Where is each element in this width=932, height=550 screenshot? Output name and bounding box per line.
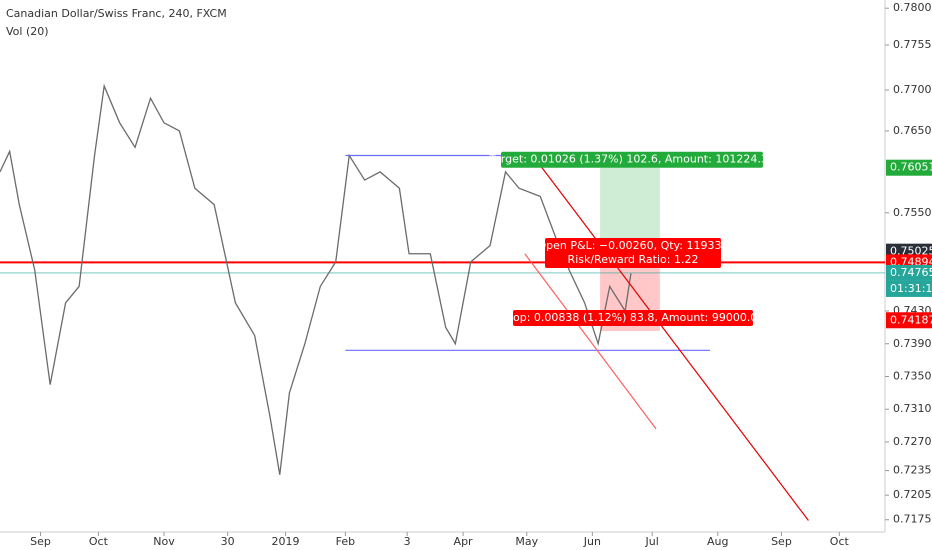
x-tick-label: Aug [707, 535, 728, 548]
chart-title: Canadian Dollar/Swiss Franc, 240, FXCM [6, 7, 227, 20]
x-tick-label: Sep [771, 535, 792, 548]
indicator-title: Vol (20) [6, 25, 49, 38]
x-tick-label: Nov [153, 535, 175, 548]
x-tick-label: May [515, 535, 538, 548]
x-tick-label: Apr [454, 535, 474, 548]
price-tag-label: 0.74765 [890, 266, 932, 279]
x-tick-label: Oct [89, 535, 109, 548]
label-box [513, 309, 753, 326]
x-tick-label: Oct [830, 535, 850, 548]
x-tick-label: Feb [336, 535, 355, 548]
trend-line [539, 164, 809, 521]
position-label: Open P&L: −0.00260, Qty: 119331 [538, 239, 729, 252]
price-tag-label: 0.76051 [890, 161, 932, 174]
price-line [0, 83, 632, 475]
x-tick-label: Jun [583, 535, 601, 548]
price-tag-label: 0.74187 [890, 313, 932, 326]
price-tag [886, 159, 932, 176]
x-tick-label: Jul [645, 535, 659, 548]
x-tick-label: 2019 [272, 535, 300, 548]
position-label: Stop: 0.00838 (1.12%) 83.8, Amount: 9900… [502, 311, 765, 324]
countdown-label: 01:31:11 [890, 282, 932, 295]
trend-line [524, 253, 657, 430]
y-tick-label: 0.71750 [893, 513, 932, 526]
price-tag [886, 264, 932, 281]
countdown-tag [886, 280, 932, 297]
price-tag [886, 312, 932, 329]
label-box [501, 151, 763, 168]
x-tick-label: 3 [404, 535, 411, 548]
label-box [545, 238, 721, 268]
position-label: Target: 0.01026 (1.37%) 102.6, Amount: 1… [488, 153, 775, 166]
x-tick-label: Sep [30, 535, 51, 548]
position-label: Risk/Reward Ratio: 1.22 [568, 253, 699, 266]
x-tick-label: 30 [221, 535, 235, 548]
